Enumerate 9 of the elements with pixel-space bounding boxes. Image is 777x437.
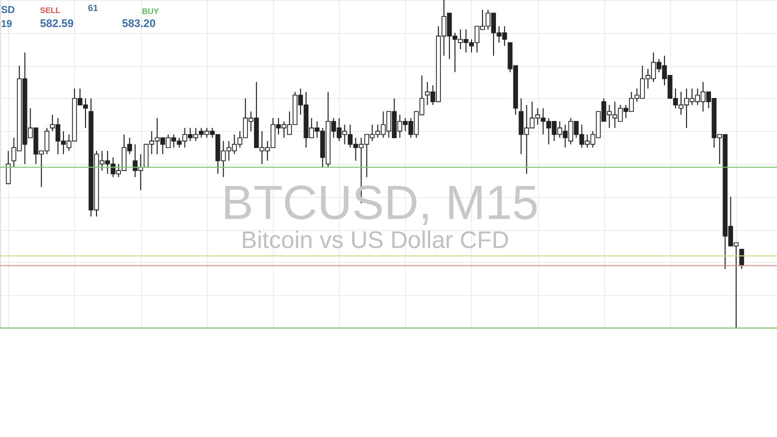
annotation: BUY [142, 7, 160, 16]
candlestick [6, 150, 11, 184]
annotation: 582.59 [40, 18, 74, 30]
annotation: 61 [88, 3, 98, 13]
annotation: 19 [1, 19, 13, 30]
annotation: SELL [40, 6, 61, 15]
annotation: Bitcoin vs US Dollar CFD [240, 227, 510, 254]
annotation: 583.20 [122, 18, 156, 30]
annotation: SD [1, 5, 15, 16]
